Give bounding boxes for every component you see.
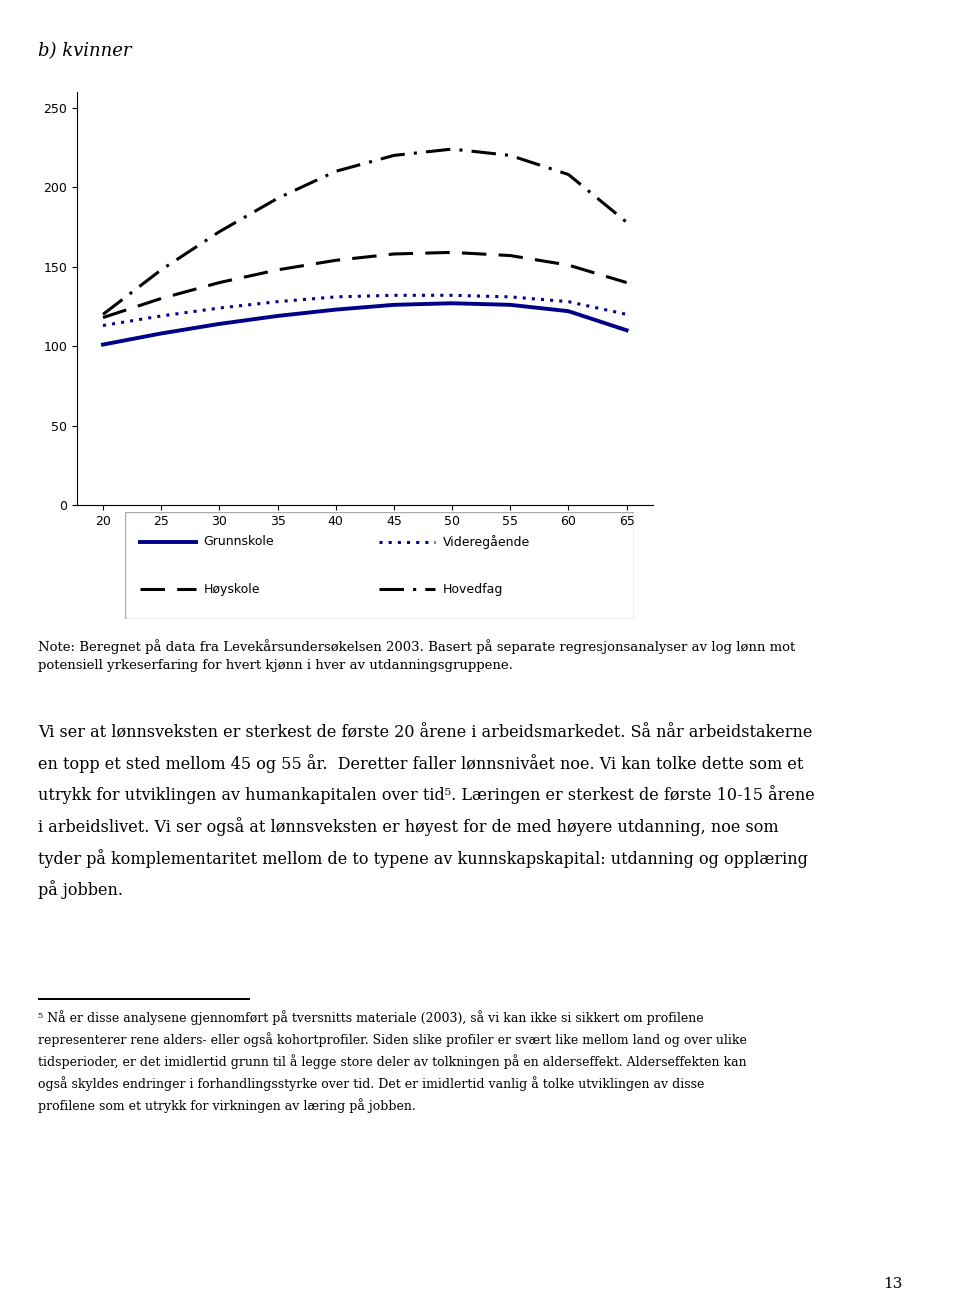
Text: ⁵ Nå er disse analysene gjennomført på tversnitts materiale (2003), så vi kan ik: ⁵ Nå er disse analysene gjennomført på t… (38, 1010, 747, 1113)
Text: 13: 13 (883, 1277, 902, 1291)
Text: Vi ser at lønnsveksten er sterkest de første 20 årene i arbeidsmarkedet. Så når : Vi ser at lønnsveksten er sterkest de fø… (38, 724, 815, 899)
Text: Høyskole: Høyskole (204, 583, 260, 596)
Text: Note: Beregnet på data fra Levekårsundersøkelsen 2003. Basert på separate regres: Note: Beregnet på data fra Levekårsunder… (38, 639, 796, 672)
Text: Videregående: Videregående (443, 535, 530, 548)
Text: Hovedfag: Hovedfag (443, 583, 503, 596)
Text: Grunnskole: Grunnskole (204, 535, 275, 548)
Text: b) kvinner: b) kvinner (38, 42, 132, 60)
